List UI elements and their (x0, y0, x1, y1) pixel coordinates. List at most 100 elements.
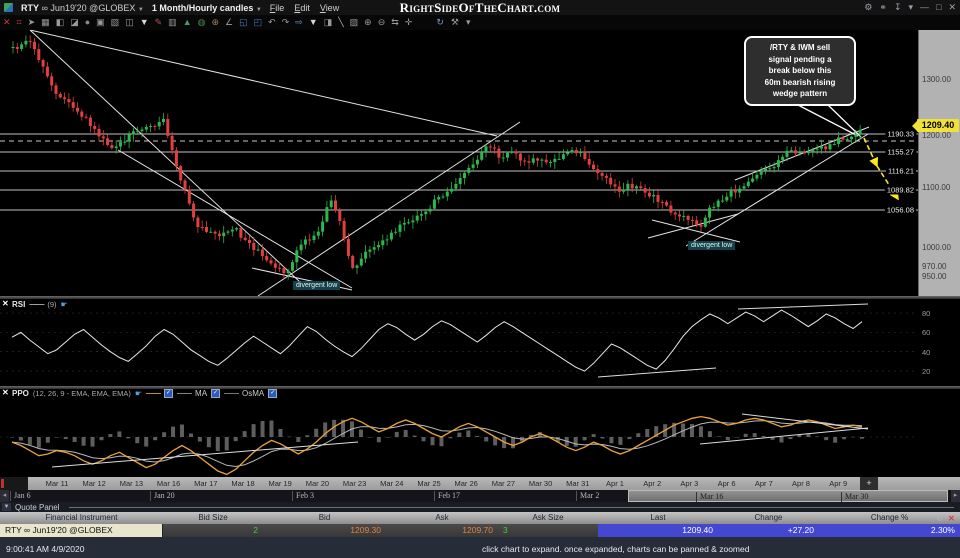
collapse-button[interactable]: ▼ (2, 503, 11, 511)
callout-tail (798, 105, 858, 136)
quote-column-header[interactable]: Bid (319, 513, 331, 522)
cursor-icon[interactable]: ➤ (28, 15, 36, 30)
minimize-icon[interactable]: — (920, 0, 929, 15)
ma-checkbox[interactable]: ✓ (211, 389, 220, 398)
osma-bar (448, 437, 452, 438)
timeframe-dropdown[interactable]: 1 Month/Hourly candles ▼ (152, 3, 262, 13)
circle-tool-icon[interactable]: ● (85, 15, 90, 30)
angle-tool-icon[interactable]: ∠ (225, 15, 233, 30)
quote-refresh-icon[interactable]: ↻ (936, 514, 943, 524)
quote-panel-title: Quote Panel (15, 503, 59, 512)
dropdown-2-icon[interactable]: ▼ (309, 15, 318, 30)
arrow-tool-icon[interactable]: ⇨ (295, 15, 303, 30)
paint-icon[interactable]: ◧ (56, 15, 65, 30)
image-icon[interactable]: ▧ (111, 15, 120, 30)
osma-bar (198, 437, 202, 442)
toolbar-caret-icon[interactable]: ▾ (466, 15, 471, 30)
menu-view[interactable]: View (320, 3, 339, 13)
ppo-close-button[interactable]: ✕ (2, 389, 9, 397)
divergent-low-label[interactable]: divergent low (688, 241, 735, 250)
trendline[interactable] (648, 214, 738, 238)
osma-bar (842, 437, 846, 439)
ppo-checkbox[interactable]: ✓ (164, 389, 173, 398)
refresh-icon[interactable]: ↻ (436, 15, 444, 30)
scrollbar-thumb[interactable]: Mar 16Mar 30 (628, 490, 948, 502)
link-icon[interactable]: ⚭ (879, 0, 887, 15)
rsi-trendline[interactable] (598, 368, 716, 377)
time-axis-label: Apr 9 (829, 479, 847, 488)
quote-column-header[interactable]: Change (754, 513, 782, 522)
quote-column-header[interactable]: Ask Size (532, 513, 563, 522)
quote-cell-change: +27.20 (718, 524, 819, 537)
dropdown-icon[interactable]: ▼ (140, 15, 149, 30)
menu-edit[interactable]: Edit (294, 3, 310, 13)
osma-bar (261, 421, 265, 437)
pan-icon[interactable]: ✛ (405, 15, 413, 30)
draw-tool-icon[interactable]: ✎ (155, 15, 163, 30)
expand-horizontal-icon[interactable]: ⇆ (391, 15, 399, 30)
quote-column-header[interactable]: Financial Instrument (45, 513, 117, 522)
quote-column-header[interactable]: Ask (435, 513, 448, 522)
time-axis-label: Apr 8 (792, 479, 810, 488)
rsi-close-button[interactable]: ✕ (2, 300, 9, 308)
area-chart-icon[interactable]: ▲ (183, 15, 192, 30)
quote-column-header[interactable]: Change % (871, 513, 908, 522)
zoom-in-icon[interactable]: ⊕ (364, 15, 372, 30)
quote-column-header[interactable]: Last (650, 513, 665, 522)
symbol-label: RTY (21, 3, 39, 13)
divergent-low-label[interactable]: divergent low (293, 281, 340, 290)
panel-icon[interactable]: ◨ (324, 15, 333, 30)
trendline[interactable] (30, 30, 300, 282)
trendline[interactable] (258, 122, 520, 296)
line-tool-icon[interactable]: ╲ (338, 15, 343, 30)
symbol-dropdown[interactable]: RTY ∞ Jun19'20 @GLOBEX ▼ (21, 3, 144, 13)
hatch-tool-icon[interactable]: ▨ (350, 15, 359, 30)
quote-panel-header: ▼ Quote Panel (0, 502, 960, 512)
price-axis-label: 1100.00 (922, 183, 950, 192)
tools-icon[interactable]: ⚒ (451, 15, 459, 30)
indicator-icon[interactable]: ▥ (168, 15, 177, 30)
contract-label: ∞ Jun19'20 @GLOBEX (42, 3, 136, 13)
grid-icon[interactable]: ▦ (41, 15, 50, 30)
osma-bar (609, 437, 613, 443)
rsi-trendline[interactable] (738, 304, 868, 309)
close-icon[interactable]: ✕ (948, 0, 956, 15)
settings-icon[interactable]: ⚙ (864, 0, 872, 15)
pane-divider[interactable] (0, 296, 960, 299)
range-date-label: Jan 6 (10, 491, 31, 501)
scroll-left-button[interactable]: ◂ (0, 490, 9, 502)
snapshot-icon[interactable]: ▣ (96, 15, 105, 30)
table-alt-icon[interactable]: ◰ (254, 15, 263, 30)
annotation-callout[interactable]: /RTY & IWM sellsignal pending abreak bel… (744, 36, 856, 106)
ppo-trendline[interactable] (742, 414, 868, 429)
layout-icon[interactable]: ◫ (125, 15, 134, 30)
time-axis[interactable]: + Mar 11Mar 12Mar 13Mar 16Mar 17Mar 18Ma… (0, 477, 960, 490)
zoom-out-icon[interactable]: ⊖ (378, 15, 386, 30)
time-axis-label: Apr 2 (643, 479, 661, 488)
range-scrollbar[interactable]: ◂ Mar 16Mar 30 ▸ Jan 6Jan 20Feb 3Feb 17M… (0, 490, 960, 502)
eraser-icon[interactable]: ◪ (70, 15, 79, 30)
redo-icon[interactable]: ↷ (282, 15, 290, 30)
quote-row[interactable]: RTY ∞ Jun19'20 @GLOBEX21209.301209.70312… (0, 524, 960, 537)
ppo-trendline[interactable] (700, 428, 868, 444)
pin-caret-icon[interactable]: ▾ (908, 0, 913, 15)
maximize-icon[interactable]: □ (936, 0, 941, 15)
quote-close-icon[interactable]: ✕ (948, 514, 955, 524)
scroll-right-button[interactable]: ▸ (951, 490, 960, 502)
target-icon[interactable]: ⊕ (211, 15, 219, 30)
table-icon[interactable]: ◱ (239, 15, 248, 30)
osma-checkbox[interactable]: ✓ (268, 389, 277, 398)
undo-icon[interactable]: ↶ (268, 15, 276, 30)
crosshair-icon[interactable]: ⌗ (17, 15, 22, 30)
globe-icon[interactable]: ◍ (198, 15, 206, 30)
annotation-line: wedge pattern (748, 88, 852, 100)
trendline[interactable] (735, 127, 869, 180)
ppo-trendline[interactable] (52, 442, 358, 467)
menu-file[interactable]: File (270, 3, 285, 13)
trendline[interactable] (30, 30, 497, 136)
close-chart-icon[interactable]: ✕ (3, 15, 11, 30)
quote-column-header[interactable]: Bid Size (198, 513, 227, 522)
pin-icon[interactable]: ↧ (894, 0, 902, 15)
axis-plus-icon[interactable]: + (860, 477, 878, 490)
osma-bar (225, 437, 229, 450)
